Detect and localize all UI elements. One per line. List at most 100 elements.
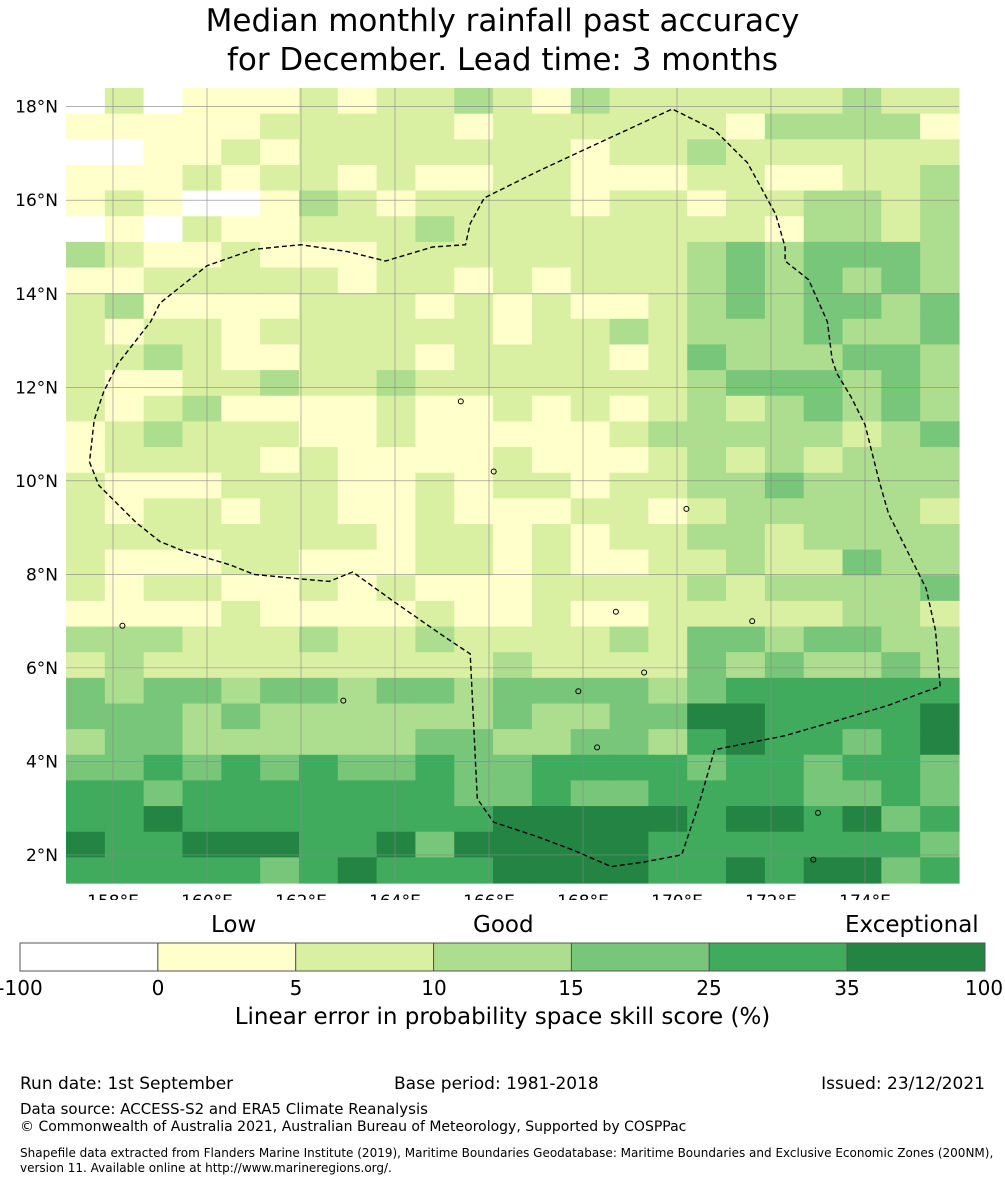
skill-cell: [531, 498, 572, 525]
skill-cell: [920, 626, 960, 653]
skill-cell: [415, 318, 455, 346]
skill-cell: [764, 806, 805, 833]
skill-cell: [881, 421, 921, 448]
skill-cell: [298, 190, 339, 217]
skill-cell: [454, 318, 494, 346]
skill-cell: [881, 677, 921, 705]
skill-cell: [143, 754, 184, 782]
skill-cell: [842, 780, 882, 807]
skill-cell: [104, 857, 145, 884]
skill-cell: [260, 164, 300, 192]
map-title-line-2: for December. Lead time: 3 months: [226, 42, 779, 78]
skill-cell: [298, 88, 339, 115]
skill-cell: [260, 113, 300, 140]
skill-cell: [570, 600, 611, 628]
skill-cell: [182, 370, 222, 397]
skill-cell: [842, 241, 882, 269]
skill-cell: [104, 549, 145, 576]
skill-cell: [531, 421, 572, 448]
skill-cell: [337, 421, 378, 448]
skill-cell: [570, 523, 611, 551]
skill-cell: [570, 164, 611, 192]
skill-cell: [415, 806, 455, 833]
axis-ticks: 158°E 160°E 162°E 164°E 166°E 168°E 170°E 172°E…: [15, 98, 891, 900]
skill-cell: [376, 626, 417, 653]
skill-cell: [415, 113, 455, 140]
skill-cell: [143, 780, 184, 807]
skill-cell: [104, 190, 145, 217]
skill-cell: [803, 88, 844, 115]
skill-cell: [337, 523, 378, 551]
skill-cell: [687, 113, 727, 140]
skill-cell: [609, 395, 649, 422]
skill-cell: [803, 729, 844, 756]
skill-cell: [221, 677, 261, 705]
skill-cell: [454, 216, 494, 243]
skill-cell: [337, 344, 378, 371]
skill-cell: [493, 575, 533, 602]
island-outline: [683, 505, 690, 512]
skill-cell: [609, 472, 649, 499]
skill-cell: [298, 344, 339, 371]
skill-cell: [454, 344, 494, 371]
skill-cell: [648, 831, 688, 858]
skill-cell: [609, 421, 649, 448]
skill-cell: [531, 113, 572, 140]
skill-cell: [376, 293, 417, 320]
skill-cell: [376, 523, 417, 551]
skill-cell: [881, 472, 921, 499]
skill-cell: [920, 780, 960, 807]
skill-cell: [648, 600, 688, 628]
skill-cell: [726, 523, 766, 551]
latitude-tick-label: 4°N: [26, 752, 58, 772]
skill-cell: [454, 267, 494, 294]
skill-cell: [531, 293, 572, 320]
skill-cell: [376, 139, 417, 166]
skill-cell: [881, 575, 921, 602]
skill-cell: [104, 113, 145, 140]
skill-cell: [687, 472, 727, 499]
skill-cell: [260, 652, 300, 679]
skill-cell: [881, 831, 921, 858]
skill-cell: [182, 472, 222, 499]
skill-cell: [881, 216, 921, 243]
skill-cell: [337, 139, 378, 166]
skill-cell: [415, 190, 455, 217]
skill-cell: [570, 267, 611, 294]
skill-cell: [570, 729, 611, 756]
skill-cell: [337, 395, 378, 422]
skill-cell: [726, 113, 766, 140]
skill-cell: [764, 139, 805, 166]
skill-cell: [493, 241, 533, 269]
skill-cell: [415, 267, 455, 294]
island-outline: [457, 398, 464, 405]
skill-cell: [881, 293, 921, 320]
skill-cell: [415, 139, 455, 166]
skill-cell: [570, 703, 611, 730]
skill-cell: [337, 498, 378, 525]
longitude-tick-label: 160°E: [181, 892, 233, 900]
skill-cell: [221, 267, 261, 294]
skill-cell: [66, 600, 106, 628]
skill-cell: [764, 421, 805, 448]
skill-cell: [66, 344, 106, 371]
skill-cell: [531, 267, 572, 294]
skill-cell: [337, 293, 378, 320]
skill-cell: [298, 241, 339, 269]
skill-cell: [337, 831, 378, 858]
skill-cell: [764, 754, 805, 782]
longitude-tick-label: 166°E: [463, 892, 515, 900]
skill-cell: [143, 677, 184, 705]
skill-cell: [66, 139, 106, 166]
skill-cell: [881, 857, 921, 884]
skill-cell: [764, 575, 805, 602]
skill-cell: [531, 190, 572, 217]
skill-cell: [66, 754, 106, 782]
skill-cell: [648, 472, 688, 499]
skill-cell: [493, 216, 533, 243]
skill-cell: [337, 600, 378, 628]
skill-cell: [298, 267, 339, 294]
latitude-tick-label: 8°N: [26, 565, 58, 585]
skill-cell: [570, 395, 611, 422]
skill-cell: [104, 421, 145, 448]
